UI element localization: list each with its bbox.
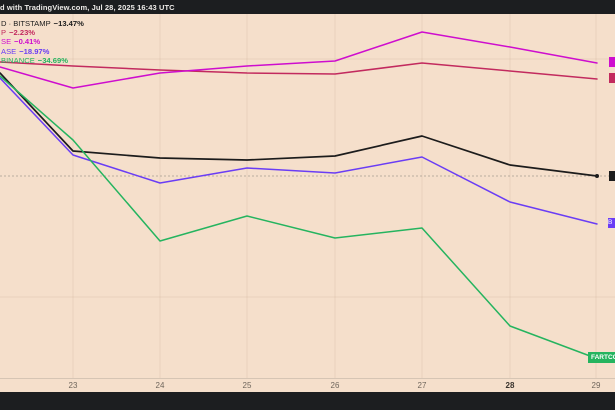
legend-change-value: −2.23% — [9, 28, 36, 38]
legend-symbol: ASE — [1, 46, 17, 56]
series-legend: D · BITSTAMP −13.47% P −2.23% SE −0.41% ASE… — [1, 19, 84, 65]
legend-change-value: −0.41% — [14, 37, 41, 47]
legend-symbol: SE — [1, 37, 12, 47]
time-axis[interactable]: 23 24 25 26 27 28 29 — [0, 378, 615, 393]
price-label-crimson — [609, 73, 615, 83]
legend-change-value: −13.47% — [53, 19, 84, 28]
legend-row-se[interactable]: SE −0.41% — [1, 37, 84, 46]
axis-tick: 23 — [68, 381, 78, 390]
axis-tick: 24 — [155, 381, 165, 390]
axis-tick: 28 — [505, 381, 515, 390]
attribution-text: d with TradingView.com, Jul 28, 2025 16:… — [0, 2, 175, 12]
price-label-fartcoin: FARTCOIN — [588, 352, 615, 363]
axis-tick: 25 — [242, 381, 252, 390]
legend-row-main[interactable]: D · BITSTAMP −13.47% — [1, 19, 84, 28]
price-label-magenta — [609, 57, 615, 67]
axis-tick: 29 — [591, 381, 601, 390]
price-label-black — [609, 171, 615, 181]
axis-tick: 26 — [330, 381, 340, 390]
legend-symbol: BINANCE — [1, 55, 35, 65]
legend-change-value: −34.69% — [37, 55, 68, 65]
legend-symbol: P — [1, 28, 7, 38]
attribution-bar: d with TradingView.com, Jul 28, 2025 16:… — [0, 0, 615, 14]
legend-change-value: −18.97% — [19, 46, 50, 56]
price-label-purple: B — [608, 218, 615, 228]
legend-row-p[interactable]: P −2.23% — [1, 28, 84, 37]
axis-tick: 27 — [417, 381, 427, 390]
legend-row-binance[interactable]: BINANCE −34.69% — [1, 56, 84, 65]
bottom-bar — [0, 392, 615, 410]
legend-symbol: D · BITSTAMP — [1, 19, 51, 28]
legend-row-ase[interactable]: ASE −18.97% — [1, 47, 84, 56]
